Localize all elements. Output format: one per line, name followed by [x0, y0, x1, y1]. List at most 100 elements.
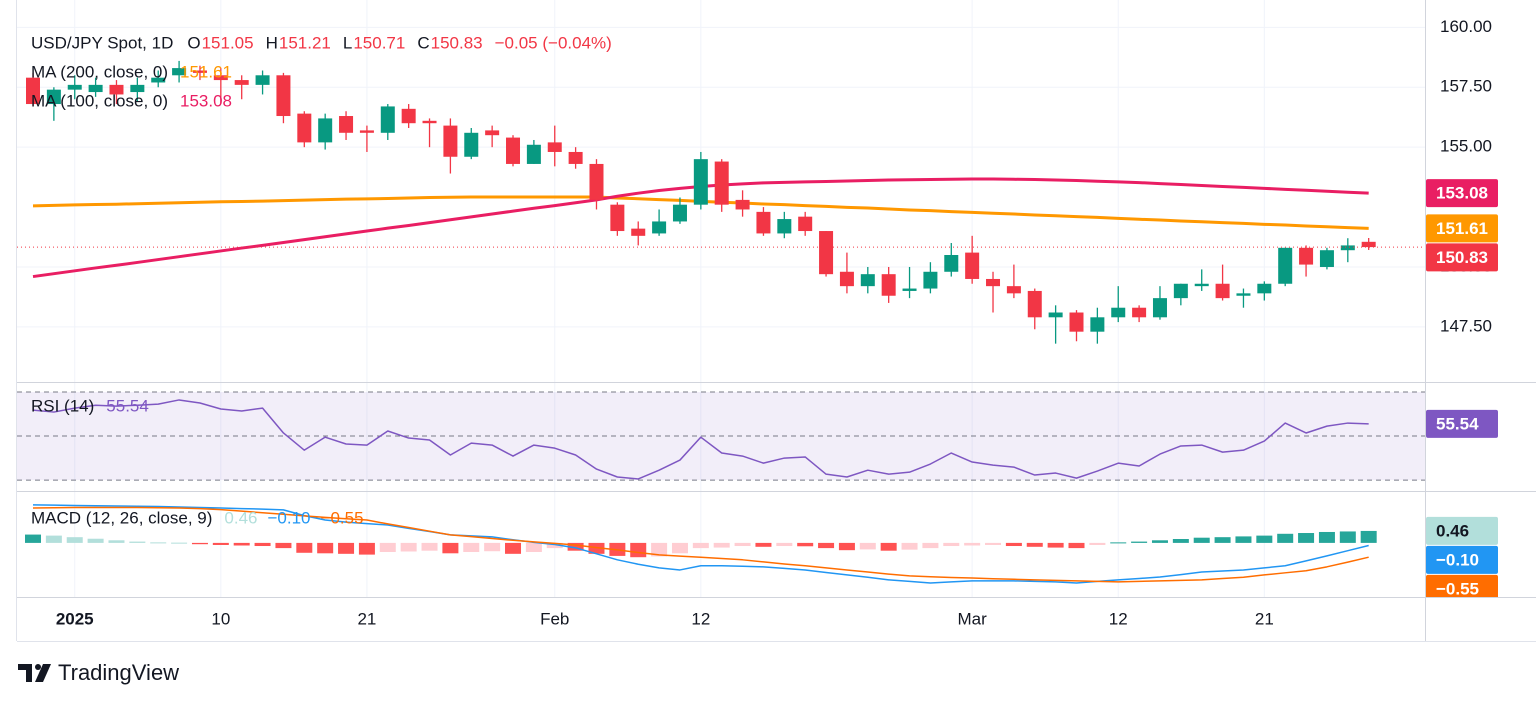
candle-body: [213, 75, 228, 81]
histogram-bar: [150, 542, 167, 544]
logo-mark: [35, 664, 51, 682]
histogram-bar: [233, 542, 250, 546]
histogram-bar: [212, 542, 229, 545]
price-tags: 55.54: [1426, 409, 1498, 438]
candle-body: [46, 89, 61, 105]
candle-body: [443, 125, 458, 157]
candle-body: [192, 70, 207, 73]
y-tick-label: 147.50: [1440, 316, 1492, 335]
histogram-bar: [108, 540, 125, 543]
logo-mark: [18, 664, 32, 682]
histogram-bar: [859, 542, 876, 550]
marks-layer: [17, 60, 1425, 584]
price-tag: [1426, 516, 1498, 545]
histogram-bar: [880, 542, 897, 551]
price-tag: [1426, 214, 1498, 243]
candle-body: [965, 252, 980, 279]
candle-body: [568, 151, 583, 164]
candle-body: [1340, 245, 1355, 251]
histogram-bar: [1131, 541, 1148, 543]
histogram-bar: [922, 542, 939, 549]
candle-body: [130, 84, 145, 93]
text-layer: 2025 10 21 Feb 12 Mar 12 21 160.00 157.50 155.00 15…: [31, 17, 1492, 629]
tags-layer: 153.08 151.61 150.83 55.54 0.46 −0.10 −0.55: [1426, 179, 1498, 597]
price-tags: 0.46 −0.10 −0.55: [1426, 516, 1498, 597]
x-tick-label: 2025: [56, 609, 94, 628]
x-tick-label: Mar: [958, 609, 988, 628]
legend-title: RSI (14): [31, 396, 94, 415]
candle-body: [339, 116, 354, 133]
histogram-bar: [1110, 542, 1127, 544]
legend-ohlc-prefix: L: [343, 33, 352, 52]
histogram-bar: [1360, 530, 1377, 543]
candle-body: [109, 84, 124, 95]
candle-body: [881, 274, 896, 296]
histogram-bar: [45, 535, 62, 543]
candle-body: [756, 211, 771, 234]
candle-body: [1111, 307, 1126, 318]
candle-body: [359, 130, 374, 133]
histogram-bar: [1318, 531, 1335, 543]
candle-body: [986, 278, 1001, 287]
candle-body: [1257, 283, 1272, 294]
histogram-bar: [1214, 537, 1231, 543]
macd-line: [32, 504, 1369, 584]
candle-body: [464, 132, 479, 157]
histogram-bar: [630, 542, 647, 558]
histogram-bar: [818, 542, 835, 549]
histogram-bar: [546, 542, 563, 549]
candle-body: [652, 221, 667, 234]
candle-body: [589, 163, 604, 200]
legend-title: MACD (12, 26, close, 9): [31, 508, 212, 527]
histogram-bar: [317, 542, 334, 554]
histogram-bar: [734, 542, 751, 547]
candle-body: [1152, 298, 1167, 318]
histogram-bar: [1026, 542, 1043, 547]
candle-body: [1319, 250, 1334, 267]
histogram-bar: [379, 542, 396, 553]
price-tag: [1426, 409, 1498, 438]
histogram-bar: [964, 542, 981, 546]
histogram-bar: [338, 542, 355, 554]
candle-body: [1090, 317, 1105, 332]
candle-body: [902, 288, 917, 291]
histogram-bar: [421, 542, 438, 551]
grid-layer: [17, 0, 1425, 597]
histogram-bar: [1172, 538, 1189, 543]
candle-body: [1173, 283, 1188, 299]
histogram-bar: [129, 541, 146, 543]
candle-body: [485, 130, 500, 136]
candle-body: [88, 84, 103, 93]
candle-body: [255, 75, 270, 85]
candle-body: [1299, 247, 1314, 265]
histogram-bar: [400, 542, 417, 552]
price-tag: [1426, 243, 1498, 272]
legend-series-name: MA (100, close, 0): [31, 91, 168, 110]
histogram-bar: [671, 542, 688, 554]
legend-ohlc-prefix: O: [187, 33, 200, 52]
histogram-bar: [985, 542, 1002, 545]
candle-body: [1236, 293, 1251, 296]
macd-pane: [25, 504, 1377, 584]
candle-body: [151, 77, 166, 83]
y-tick-label: 155.00: [1440, 137, 1492, 156]
frame-layer: [16, 0, 1536, 642]
histogram-bar: [1151, 540, 1168, 543]
candle-body: [860, 274, 875, 287]
candle-body: [798, 216, 813, 232]
histogram-bar: [1256, 535, 1273, 543]
candle-body: [923, 271, 938, 289]
histogram-bar: [692, 542, 709, 549]
price-tag: [1426, 545, 1498, 574]
histogram-bar: [651, 542, 668, 557]
candle-body: [297, 113, 312, 143]
candle-body: [819, 231, 834, 275]
histogram-bar: [1339, 531, 1356, 543]
histogram-bar: [1235, 536, 1252, 543]
histogram-bar: [1068, 542, 1085, 549]
histogram-bar: [1298, 533, 1315, 543]
legend-value: −0.55: [321, 508, 364, 527]
macd-line: [32, 506, 1369, 583]
histogram-bar: [776, 542, 793, 547]
